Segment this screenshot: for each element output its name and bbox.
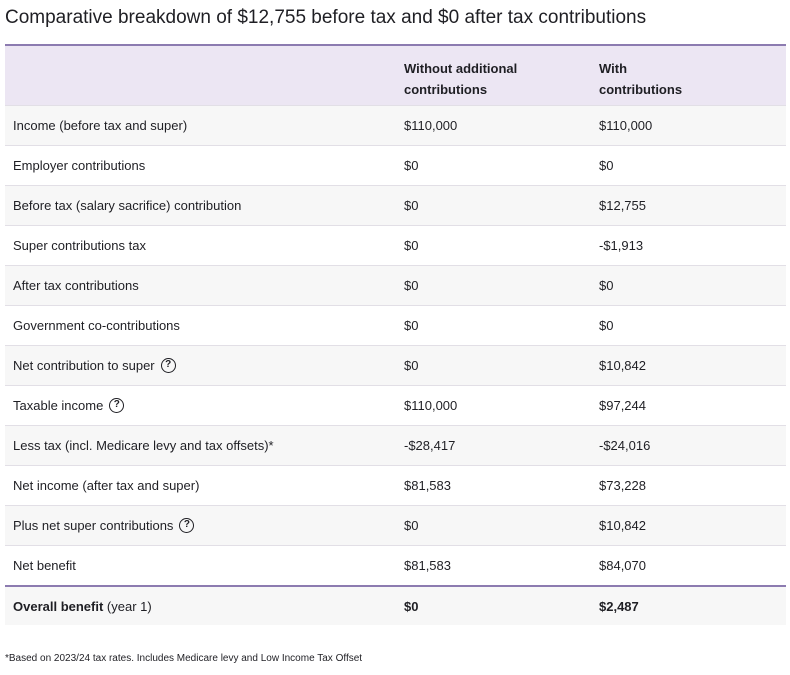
table-row: Plus net super contributions? $0 $10,842 bbox=[5, 505, 786, 545]
value-with: $84,070 bbox=[599, 558, 646, 573]
row-label: Net contribution to super? bbox=[13, 346, 176, 386]
value-without: $110,000 bbox=[404, 118, 458, 133]
row-label-text: After tax contributions bbox=[13, 278, 139, 293]
table-row: Net benefit $81,583 $84,070 bbox=[5, 545, 786, 585]
total-with-value: $2,487 bbox=[599, 599, 639, 614]
value-with: $12,755 bbox=[599, 198, 646, 213]
table-row: Employer contributions $0 $0 bbox=[5, 145, 786, 185]
row-label: Income (before tax and super) bbox=[13, 106, 187, 146]
value-with: $10,842 bbox=[599, 518, 646, 533]
row-label: Net income (after tax and super) bbox=[13, 466, 199, 506]
total-row: Overall benefit (year 1) $0 $2,487 bbox=[5, 585, 786, 625]
total-label-suffix: (year 1) bbox=[103, 599, 152, 614]
value-with: $0 bbox=[599, 158, 614, 173]
row-label: Employer contributions bbox=[13, 146, 145, 186]
row-label-text: Plus net super contributions bbox=[13, 518, 174, 533]
row-label-text: Less tax (incl. Medicare levy and tax of… bbox=[13, 438, 274, 453]
table-row: Government co-contributions $0 $0 bbox=[5, 305, 786, 345]
value-with: $110,000 bbox=[599, 118, 653, 133]
column-header-with: With contributions bbox=[599, 58, 769, 100]
value-with: -$24,016 bbox=[599, 438, 651, 453]
value-without: $0 bbox=[404, 278, 419, 293]
row-label-text: Net contribution to super bbox=[13, 358, 155, 373]
row-label: Taxable income? bbox=[13, 386, 125, 426]
column-header-without-line2: contributions bbox=[404, 82, 488, 97]
row-label-text: Net income (after tax and super) bbox=[13, 478, 200, 493]
row-label-text: Employer contributions bbox=[13, 158, 146, 173]
row-label: After tax contributions bbox=[13, 266, 139, 306]
question-circle-icon[interactable]: ? bbox=[160, 358, 176, 374]
row-label: Before tax (salary sacrifice) contributi… bbox=[13, 186, 241, 226]
row-label: Net benefit bbox=[13, 546, 76, 586]
row-label: Plus net super contributions? bbox=[13, 506, 195, 546]
row-label-text: Taxable income bbox=[13, 398, 104, 413]
row-label: Less tax (incl. Medicare levy and tax of… bbox=[13, 426, 274, 466]
value-without: -$28,417 bbox=[404, 438, 456, 453]
value-with: $10,842 bbox=[599, 358, 646, 373]
value-without: $0 bbox=[404, 358, 419, 373]
column-header-without-line1: Without additional bbox=[404, 61, 518, 76]
column-header-with-line2: contributions bbox=[599, 82, 683, 97]
row-label-text: Government co-contributions bbox=[13, 318, 180, 333]
table-body: Income (before tax and super) $110,000 $11… bbox=[5, 105, 786, 585]
column-header-without: Without additional contributions bbox=[404, 58, 574, 100]
table-row: Before tax (salary sacrifice) contributi… bbox=[5, 185, 786, 225]
total-label: Overall benefit (year 1) bbox=[13, 587, 152, 627]
table-row: Less tax (incl. Medicare levy and tax of… bbox=[5, 425, 786, 465]
table-row: Income (before tax and super) $110,000 $11… bbox=[5, 105, 786, 145]
value-without: $0 bbox=[404, 318, 419, 333]
value-with: $97,244 bbox=[599, 398, 646, 413]
row-label: Government co-contributions bbox=[13, 306, 180, 346]
row-label: Super contributions tax bbox=[13, 226, 146, 266]
value-with: $0 bbox=[599, 278, 614, 293]
row-label-text: Net benefit bbox=[13, 558, 76, 573]
row-label-text: Income (before tax and super) bbox=[13, 118, 188, 133]
comparison-table: Without additional contributions With co… bbox=[5, 44, 786, 625]
table-row: Super contributions tax $0 -$1,913 bbox=[5, 225, 786, 265]
value-with: -$1,913 bbox=[599, 238, 644, 253]
table-row: Net income (after tax and super) $81,583 $… bbox=[5, 465, 786, 505]
value-without: $0 bbox=[404, 238, 419, 253]
value-without: $0 bbox=[404, 158, 419, 173]
row-label-text: Super contributions tax bbox=[13, 238, 146, 253]
value-without: $81,583 bbox=[404, 478, 451, 493]
question-circle-icon[interactable]: ? bbox=[179, 518, 195, 534]
value-without: $0 bbox=[404, 198, 419, 213]
total-without-value: $0 bbox=[404, 599, 419, 614]
value-without: $81,583 bbox=[404, 558, 451, 573]
table-row: Net contribution to super? $0 $10,842 bbox=[5, 345, 786, 385]
table-row: After tax contributions $0 $0 bbox=[5, 265, 786, 305]
page-title: Comparative breakdown of $12,755 before … bbox=[5, 7, 647, 28]
question-circle-icon[interactable]: ? bbox=[109, 398, 125, 414]
table-header: Without additional contributions With co… bbox=[5, 46, 786, 105]
total-label-bold: Overall benefit bbox=[13, 599, 104, 614]
row-label-text: Before tax (salary sacrifice) contributi… bbox=[13, 198, 242, 213]
value-without: $0 bbox=[404, 518, 419, 533]
table-row: Taxable income? $110,000 $97,244 bbox=[5, 385, 786, 425]
value-with: $73,228 bbox=[599, 478, 646, 493]
value-without: $110,000 bbox=[404, 398, 458, 413]
footnote: *Based on 2023/24 tax rates. Includes Me… bbox=[5, 653, 363, 664]
value-with: $0 bbox=[599, 318, 614, 333]
column-header-with-line1: With bbox=[599, 61, 628, 76]
